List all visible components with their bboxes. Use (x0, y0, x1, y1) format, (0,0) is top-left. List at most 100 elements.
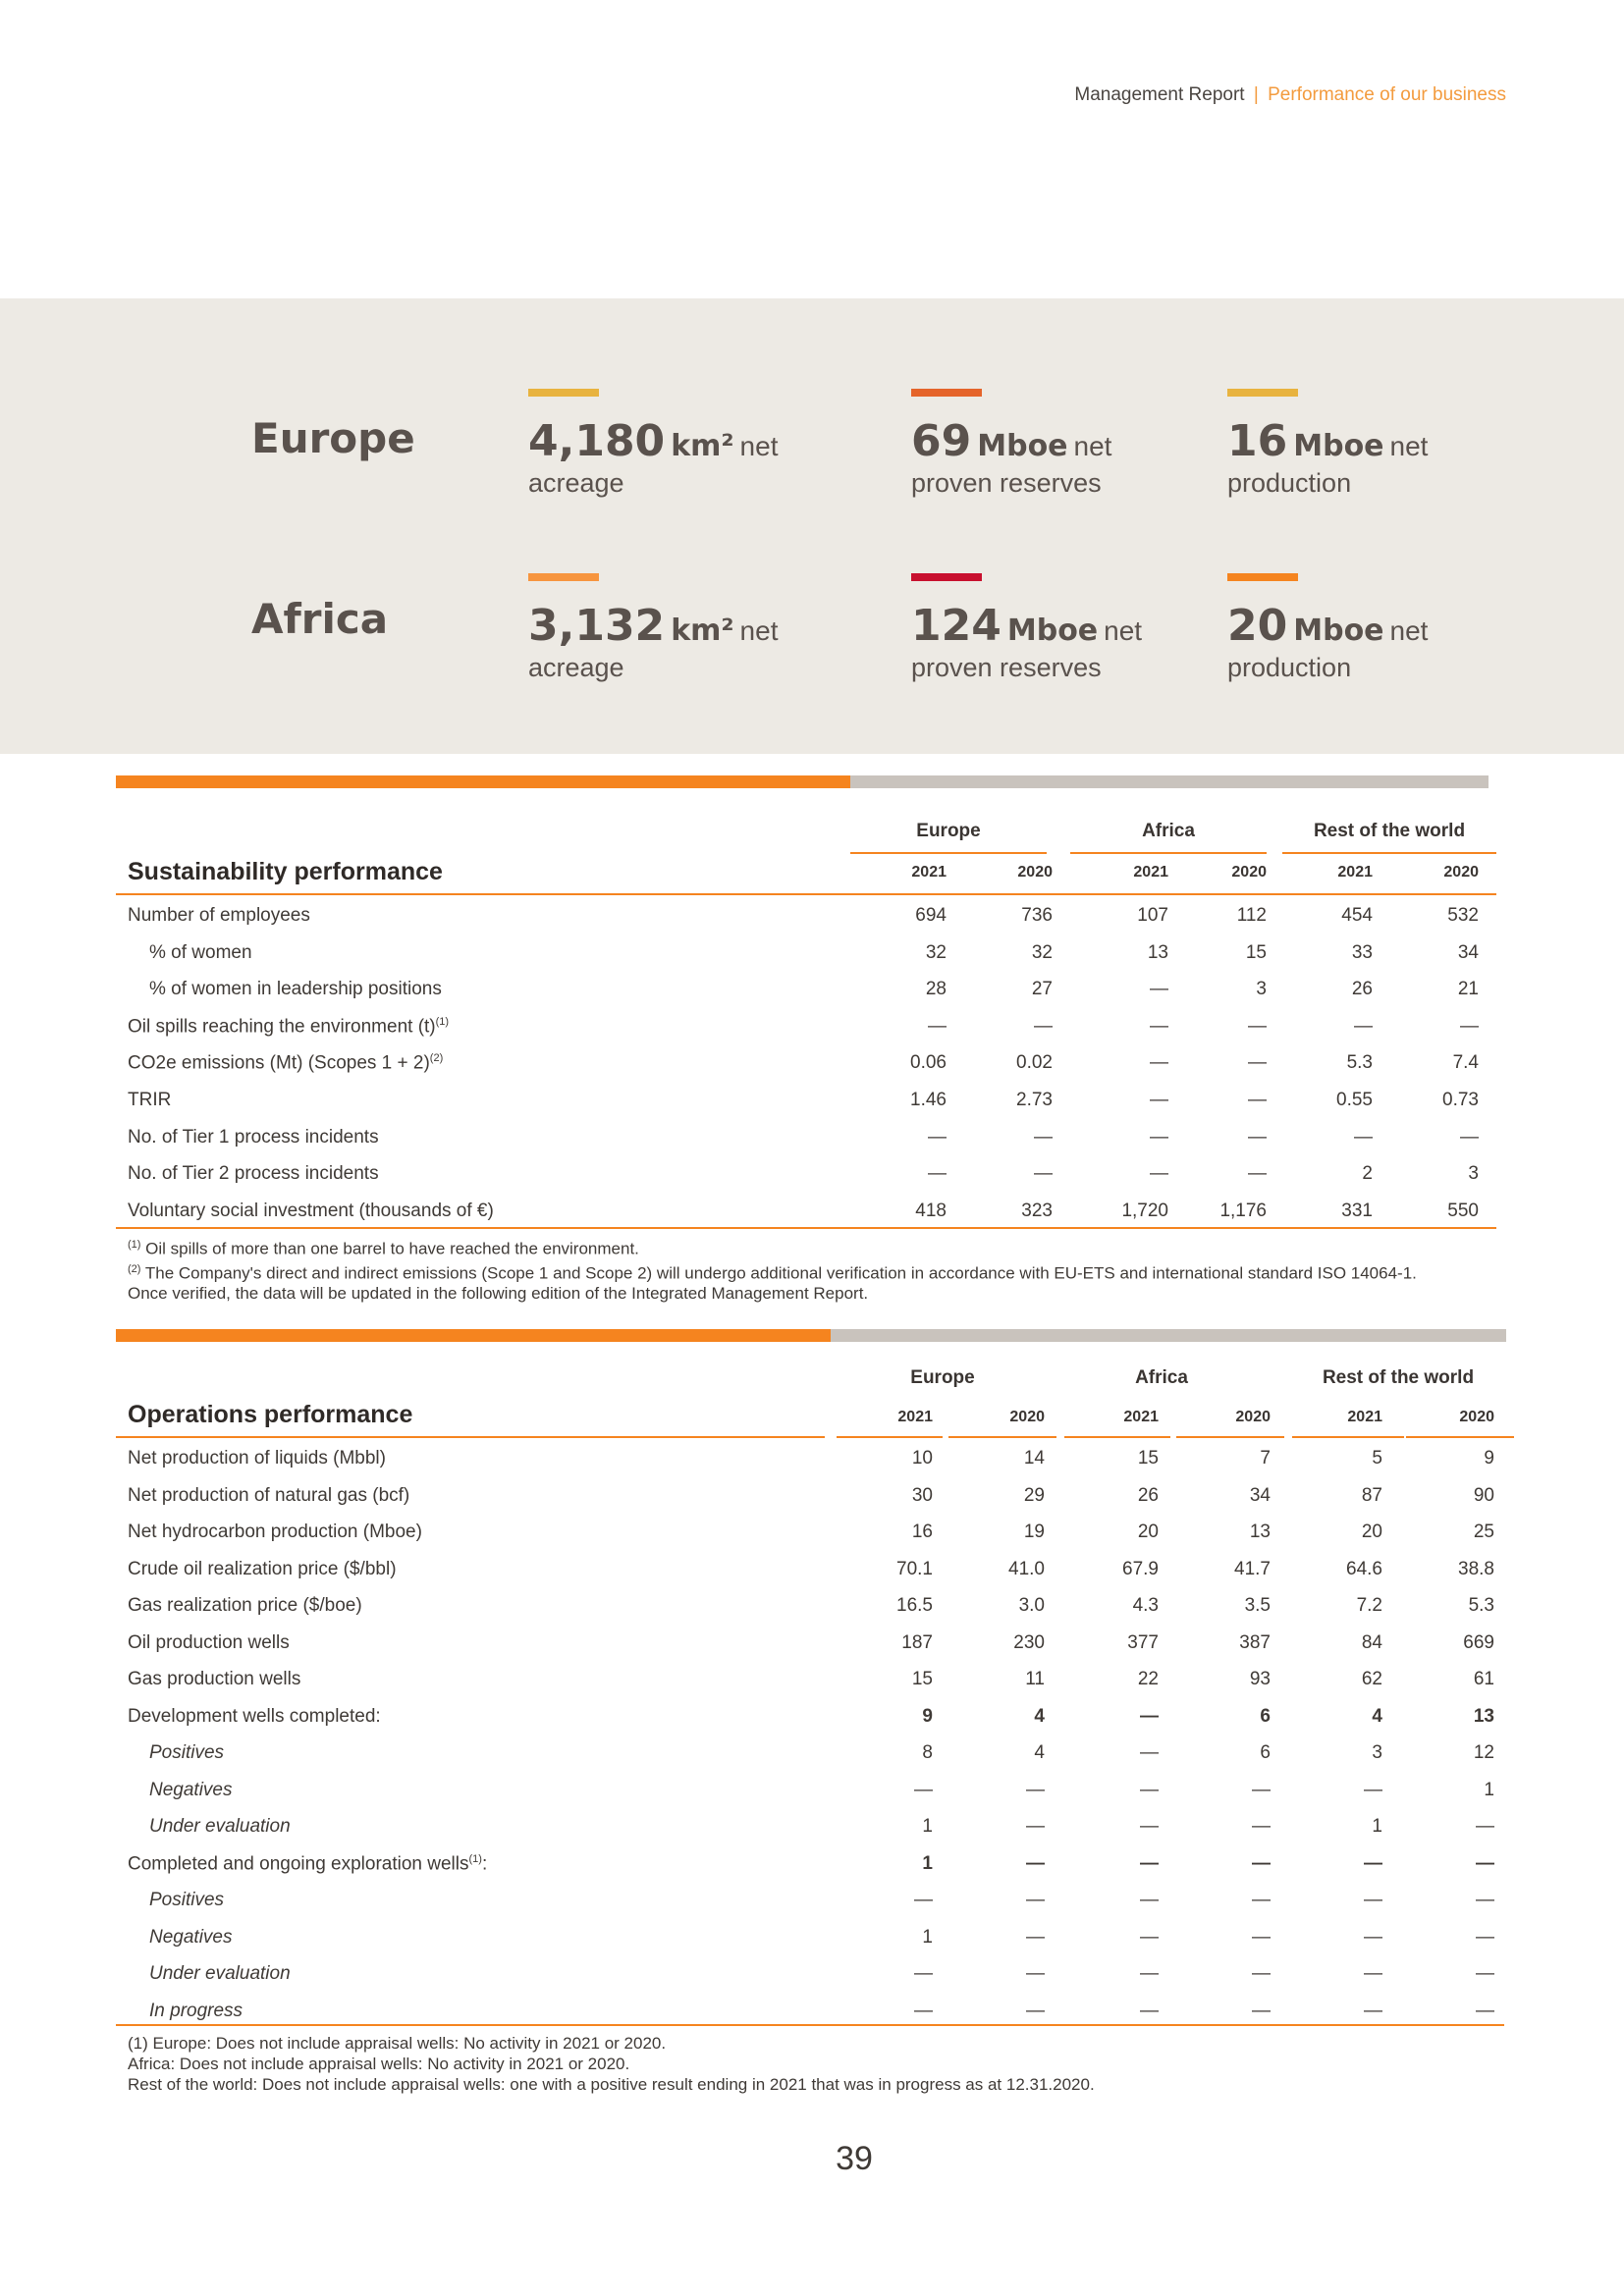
kpi-headline: 20 Mboe net (1227, 601, 1522, 651)
year-header: 2020 (1459, 1409, 1494, 1425)
kpi-band: Europe Africa 4,180 km² net acreage 69 Mboe ne… (0, 298, 1624, 754)
year-header: 2021 (897, 1409, 933, 1425)
table-row: Voluntary social investment (thousands o… (116, 1195, 1496, 1231)
row-value: — (1354, 1126, 1373, 1148)
row-value: — (1248, 1090, 1267, 1110)
row-value: 13 (1249, 1522, 1271, 1542)
row-value: — (1140, 1926, 1159, 1948)
table-row: Gas production wells 15 11 22 93 62 61 (116, 1663, 1496, 1699)
table-row: Net hydrocarbon production (Mboe) 16 19 20 1… (116, 1516, 1496, 1552)
row-label-text: Under evaluation (149, 1963, 291, 1984)
table-row: CO2e emissions (Mt) (Scopes 1 + 2)(2) 0.0… (116, 1046, 1496, 1083)
kpi-accent-bar (528, 389, 599, 397)
row-label-text: Positives (149, 1890, 225, 1910)
row-value: — (928, 1126, 947, 1148)
row-value: — (1252, 1816, 1271, 1837)
group-underline (850, 852, 1047, 854)
row-value: — (1354, 1015, 1373, 1037)
row-value: — (1150, 1090, 1168, 1110)
row-value: 1.46 (910, 1090, 947, 1110)
row-value: 0.55 (1336, 1090, 1373, 1110)
row-value: 15 (1137, 1448, 1159, 1468)
row-label: Crude oil realization price ($/bbl) (128, 1559, 397, 1580)
kpi-unit: Mboe (1006, 614, 1099, 648)
row-value: 387 (1239, 1631, 1271, 1653)
row-value: 61 (1473, 1669, 1494, 1689)
row-value: 13 (1473, 1705, 1494, 1727)
year-header: 2020 (1009, 1409, 1045, 1425)
kpi-unit: Mboe (1293, 429, 1384, 463)
table-row: Development wells completed: 9 4 — 6 4 13 (116, 1700, 1496, 1736)
year-underline (1292, 1436, 1404, 1438)
year-underline (116, 893, 844, 895)
row-value: 1 (1484, 1779, 1494, 1800)
row-label-suffix: : (481, 1852, 488, 1874)
row-value: 32 (925, 941, 947, 963)
row-value: 7.2 (1356, 1595, 1382, 1616)
row-value: — (1034, 1163, 1053, 1185)
group-header: Europe (910, 1367, 975, 1388)
row-value: 3 (1256, 979, 1267, 1000)
section-name: Performance of our business (1268, 84, 1506, 105)
row-value: 3.0 (1018, 1595, 1045, 1616)
row-value: — (1364, 1852, 1382, 1874)
region-africa: Africa (251, 595, 389, 643)
row-label: Negatives (149, 1780, 233, 1801)
table-row: No. of Tier 1 process incidents — — — — — — (116, 1121, 1496, 1157)
table-row: Positives — — — — — — (116, 1884, 1496, 1920)
row-value: — (1150, 1052, 1168, 1074)
row-value: 30 (911, 1484, 933, 1506)
note-line: Rest of the world: Does not include appr… (128, 2075, 1095, 2094)
row-label: Under evaluation (149, 1963, 291, 1985)
kpi-accent-bar (528, 573, 599, 581)
row-value: — (914, 1963, 933, 1984)
table-title: Sustainability performance (128, 858, 443, 885)
row-value: — (1252, 1890, 1271, 1910)
row-value: 331 (1341, 1200, 1373, 1221)
year-header: 2021 (1347, 1409, 1382, 1425)
row-value: — (928, 1015, 947, 1037)
row-value: — (1150, 1126, 1168, 1148)
kpi-unit: km² (671, 614, 734, 648)
report-name: Management Report (1074, 84, 1245, 105)
row-value: — (1150, 1163, 1168, 1185)
table-row: No. of Tier 2 process incidents — — — — 2 3 (116, 1157, 1496, 1194)
row-value: 2.73 (1016, 1090, 1053, 1110)
footnote-mark: (1) (468, 1852, 482, 1865)
kpi-africa-2: 20 Mboe net production (1227, 573, 1522, 683)
row-value: 29 (1023, 1484, 1045, 1506)
row-value: 4 (1034, 1705, 1045, 1727)
row-value: 90 (1473, 1484, 1494, 1506)
note-text: Oil spills of more than one barrel to ha… (140, 1239, 639, 1258)
table-bottom-line (116, 2024, 1282, 2026)
row-label-text: No. of Tier 2 process incidents (128, 1163, 379, 1185)
row-label-text: Net production of natural gas (bcf) (128, 1484, 410, 1506)
row-value: 7.4 (1452, 1052, 1479, 1074)
row-value: 6 (1260, 1742, 1271, 1763)
row-label-text: In progress (149, 2000, 244, 2021)
row-value: — (1252, 1963, 1271, 1984)
row-value: — (914, 1779, 933, 1800)
row-value: — (1140, 1963, 1159, 1984)
row-value: 4 (1372, 1705, 1382, 1727)
kpi-suffix: net (1389, 431, 1429, 461)
row-value: 26 (1351, 979, 1373, 1000)
table-bottom-line (116, 1227, 1496, 1229)
kpi-headline: 3,132 km² net (528, 601, 823, 651)
kpi-caption: production (1227, 468, 1352, 498)
row-value: — (1248, 1126, 1267, 1148)
row-label: Number of employees (128, 905, 310, 927)
row-value: — (1140, 1742, 1159, 1763)
row-value: 21 (1457, 979, 1479, 1000)
kpi-unit: Mboe (977, 429, 1068, 463)
row-value: 112 (1236, 905, 1267, 926)
row-value: 8 (922, 1742, 933, 1763)
row-label-text: TRIR (128, 1090, 172, 1110)
row-label-text: CO2e emissions (Mt) (Scopes 1 + 2) (128, 1052, 430, 1074)
note-line: (1) Europe: Does not include appraisal w… (128, 2034, 667, 2053)
year-underline (948, 1436, 1056, 1438)
row-value: 16.5 (896, 1595, 933, 1616)
row-value: 27 (1031, 979, 1053, 1000)
row-value: 1 (922, 1926, 933, 1948)
table-title: Operations performance (128, 1401, 413, 1428)
